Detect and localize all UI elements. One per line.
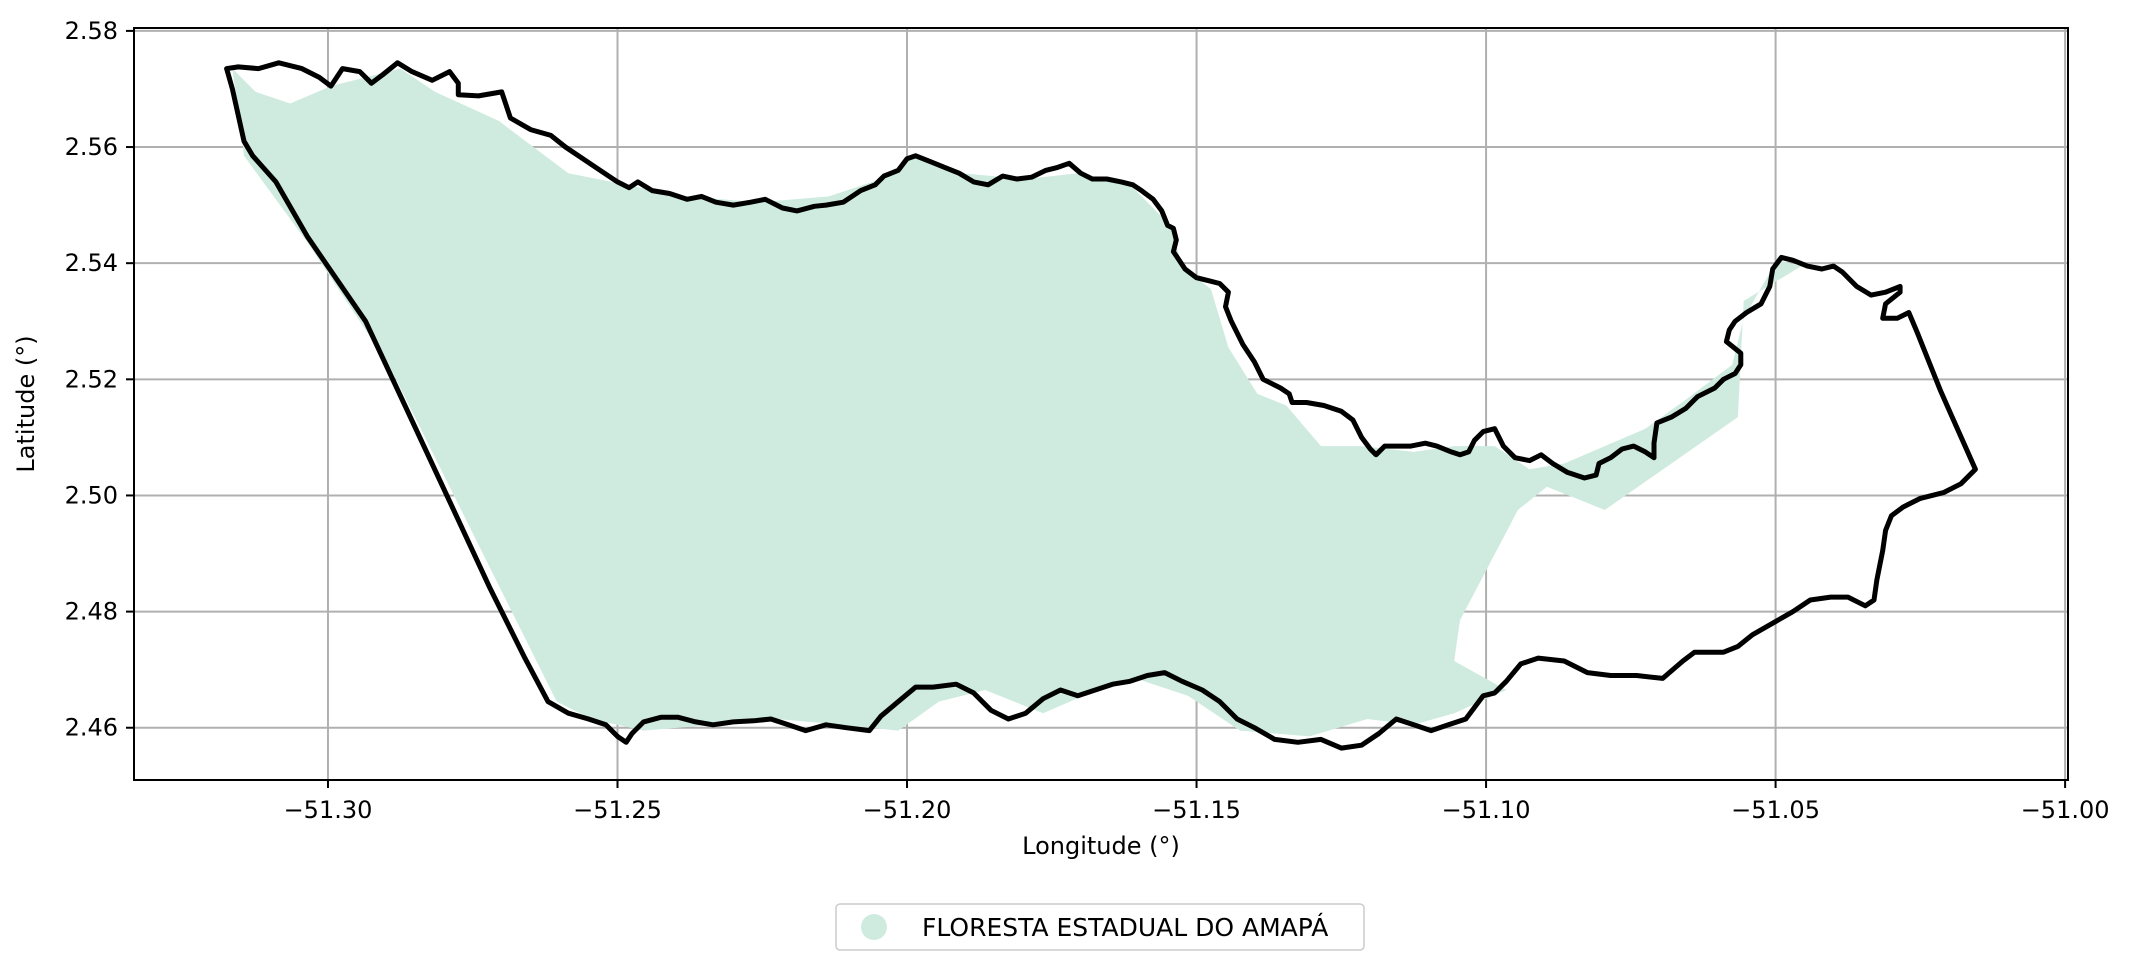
y-tick-label: 2.48 [65,598,118,626]
y-tick-label: 2.56 [65,133,118,161]
legend-entry-label: FLORESTA ESTADUAL DO AMAPÁ [922,913,1328,942]
y-tick-label: 2.46 [65,714,118,742]
y-tick-label: 2.50 [65,481,118,509]
x-tick-label: −51.10 [1442,796,1531,824]
legend: FLORESTA ESTADUAL DO AMAPÁ [836,904,1364,950]
y-tick-label: 2.58 [65,17,118,45]
x-axis-label: Longitude (°) [1022,832,1180,860]
x-tick-label: −51.00 [2021,796,2110,824]
x-tick-label: −51.15 [1152,796,1241,824]
y-axis-ticks: 2.46 2.48 2.50 2.52 2.54 2.56 2.58 [65,17,134,742]
x-axis-ticks: −51.30 −51.25 −51.20 −51.15 −51.10 −51.05 −51.… [284,780,2110,824]
legend-marker-icon [861,914,887,940]
y-tick-label: 2.52 [65,365,118,393]
forest-area-fill [232,69,1801,737]
y-tick-label: 2.54 [65,249,118,277]
x-tick-label: −51.25 [573,796,662,824]
x-tick-label: −51.05 [1731,796,1820,824]
x-tick-label: −51.30 [284,796,373,824]
y-axis-label: Latitude (°) [12,335,40,472]
x-tick-label: −51.20 [863,796,952,824]
